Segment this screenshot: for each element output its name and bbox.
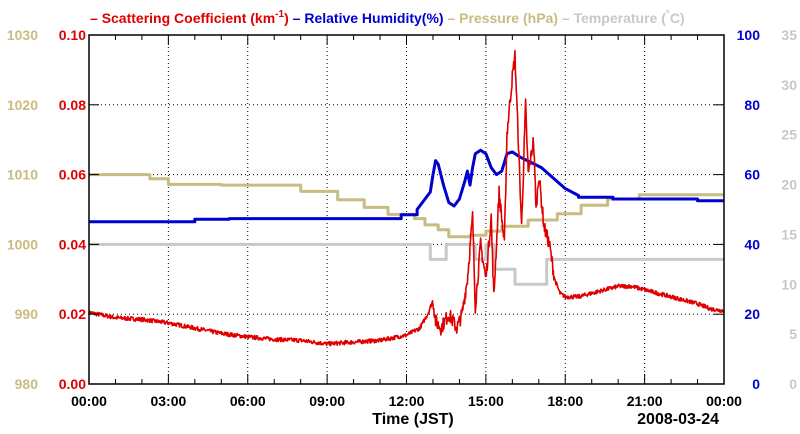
scattering-axis-tick-label: 0.06 — [59, 167, 86, 183]
chart-legend: – Scattering Coefficient (km-1) – Relati… — [90, 9, 685, 26]
scattering-axis-tick-label: 0.02 — [59, 306, 86, 322]
x-tick-label: 21:00 — [627, 393, 663, 409]
temperature-axis-tick-label: 15 — [781, 226, 797, 242]
x-tick-label: 09:00 — [309, 393, 345, 409]
temperature-axis-tick-label: 30 — [781, 77, 797, 93]
series-layer — [89, 51, 724, 346]
temperature-axis-tick-label: 5 — [789, 326, 797, 342]
humidity-axis-tick-label: 60 — [744, 167, 760, 183]
pressure-axis-tick-label: 1020 — [7, 97, 38, 113]
date-label: 2008-03-24 — [637, 411, 719, 428]
chart: – Scattering Coefficient (km-1) – Relati… — [0, 0, 800, 434]
humidity-axis-tick-label: 20 — [744, 306, 760, 322]
grid — [89, 35, 724, 384]
humidity-axis-tick-label: 100 — [737, 27, 761, 43]
temperature-axis-tick-label: 35 — [781, 27, 797, 43]
temperature-axis-tick-label: 10 — [781, 276, 797, 292]
x-tick-label: 00:00 — [706, 393, 742, 409]
x-tick-label: 00:00 — [71, 393, 107, 409]
temperature-axis-tick-label: 20 — [781, 177, 797, 193]
pressure-axis-tick-label: 980 — [15, 376, 39, 392]
scattering-axis-tick-label: 0.00 — [59, 376, 86, 392]
scattering-axis-tick-label: 0.08 — [59, 97, 86, 113]
pressure-axis-tick-label: 1010 — [7, 167, 38, 183]
temperature-axis-tick-label: 25 — [781, 127, 797, 143]
pressure-axis-tick-label: 990 — [15, 306, 39, 322]
x-tick-label: 03:00 — [150, 393, 186, 409]
pressure-axis-tick-label: 1000 — [7, 236, 38, 252]
x-tick-label: 15:00 — [468, 393, 504, 409]
pressure-axis-tick-label: 1030 — [7, 27, 38, 43]
humidity-axis-tick-label: 80 — [744, 97, 760, 113]
x-tick-label: 12:00 — [389, 393, 425, 409]
humidity-axis-tick-label: 0 — [752, 376, 760, 392]
x-tick-label: 06:00 — [230, 393, 266, 409]
x-axis-label: Time (JST) — [372, 411, 454, 428]
series-relative-humidity — [89, 150, 724, 222]
scattering-axis-tick-label: 0.10 — [59, 27, 86, 43]
x-tick-label: 18:00 — [547, 393, 583, 409]
scattering-axis-tick-label: 0.04 — [59, 236, 86, 252]
temperature-axis-tick-label: 0 — [789, 376, 797, 392]
series-temperature — [89, 244, 724, 284]
humidity-axis-tick-label: 40 — [744, 236, 760, 252]
